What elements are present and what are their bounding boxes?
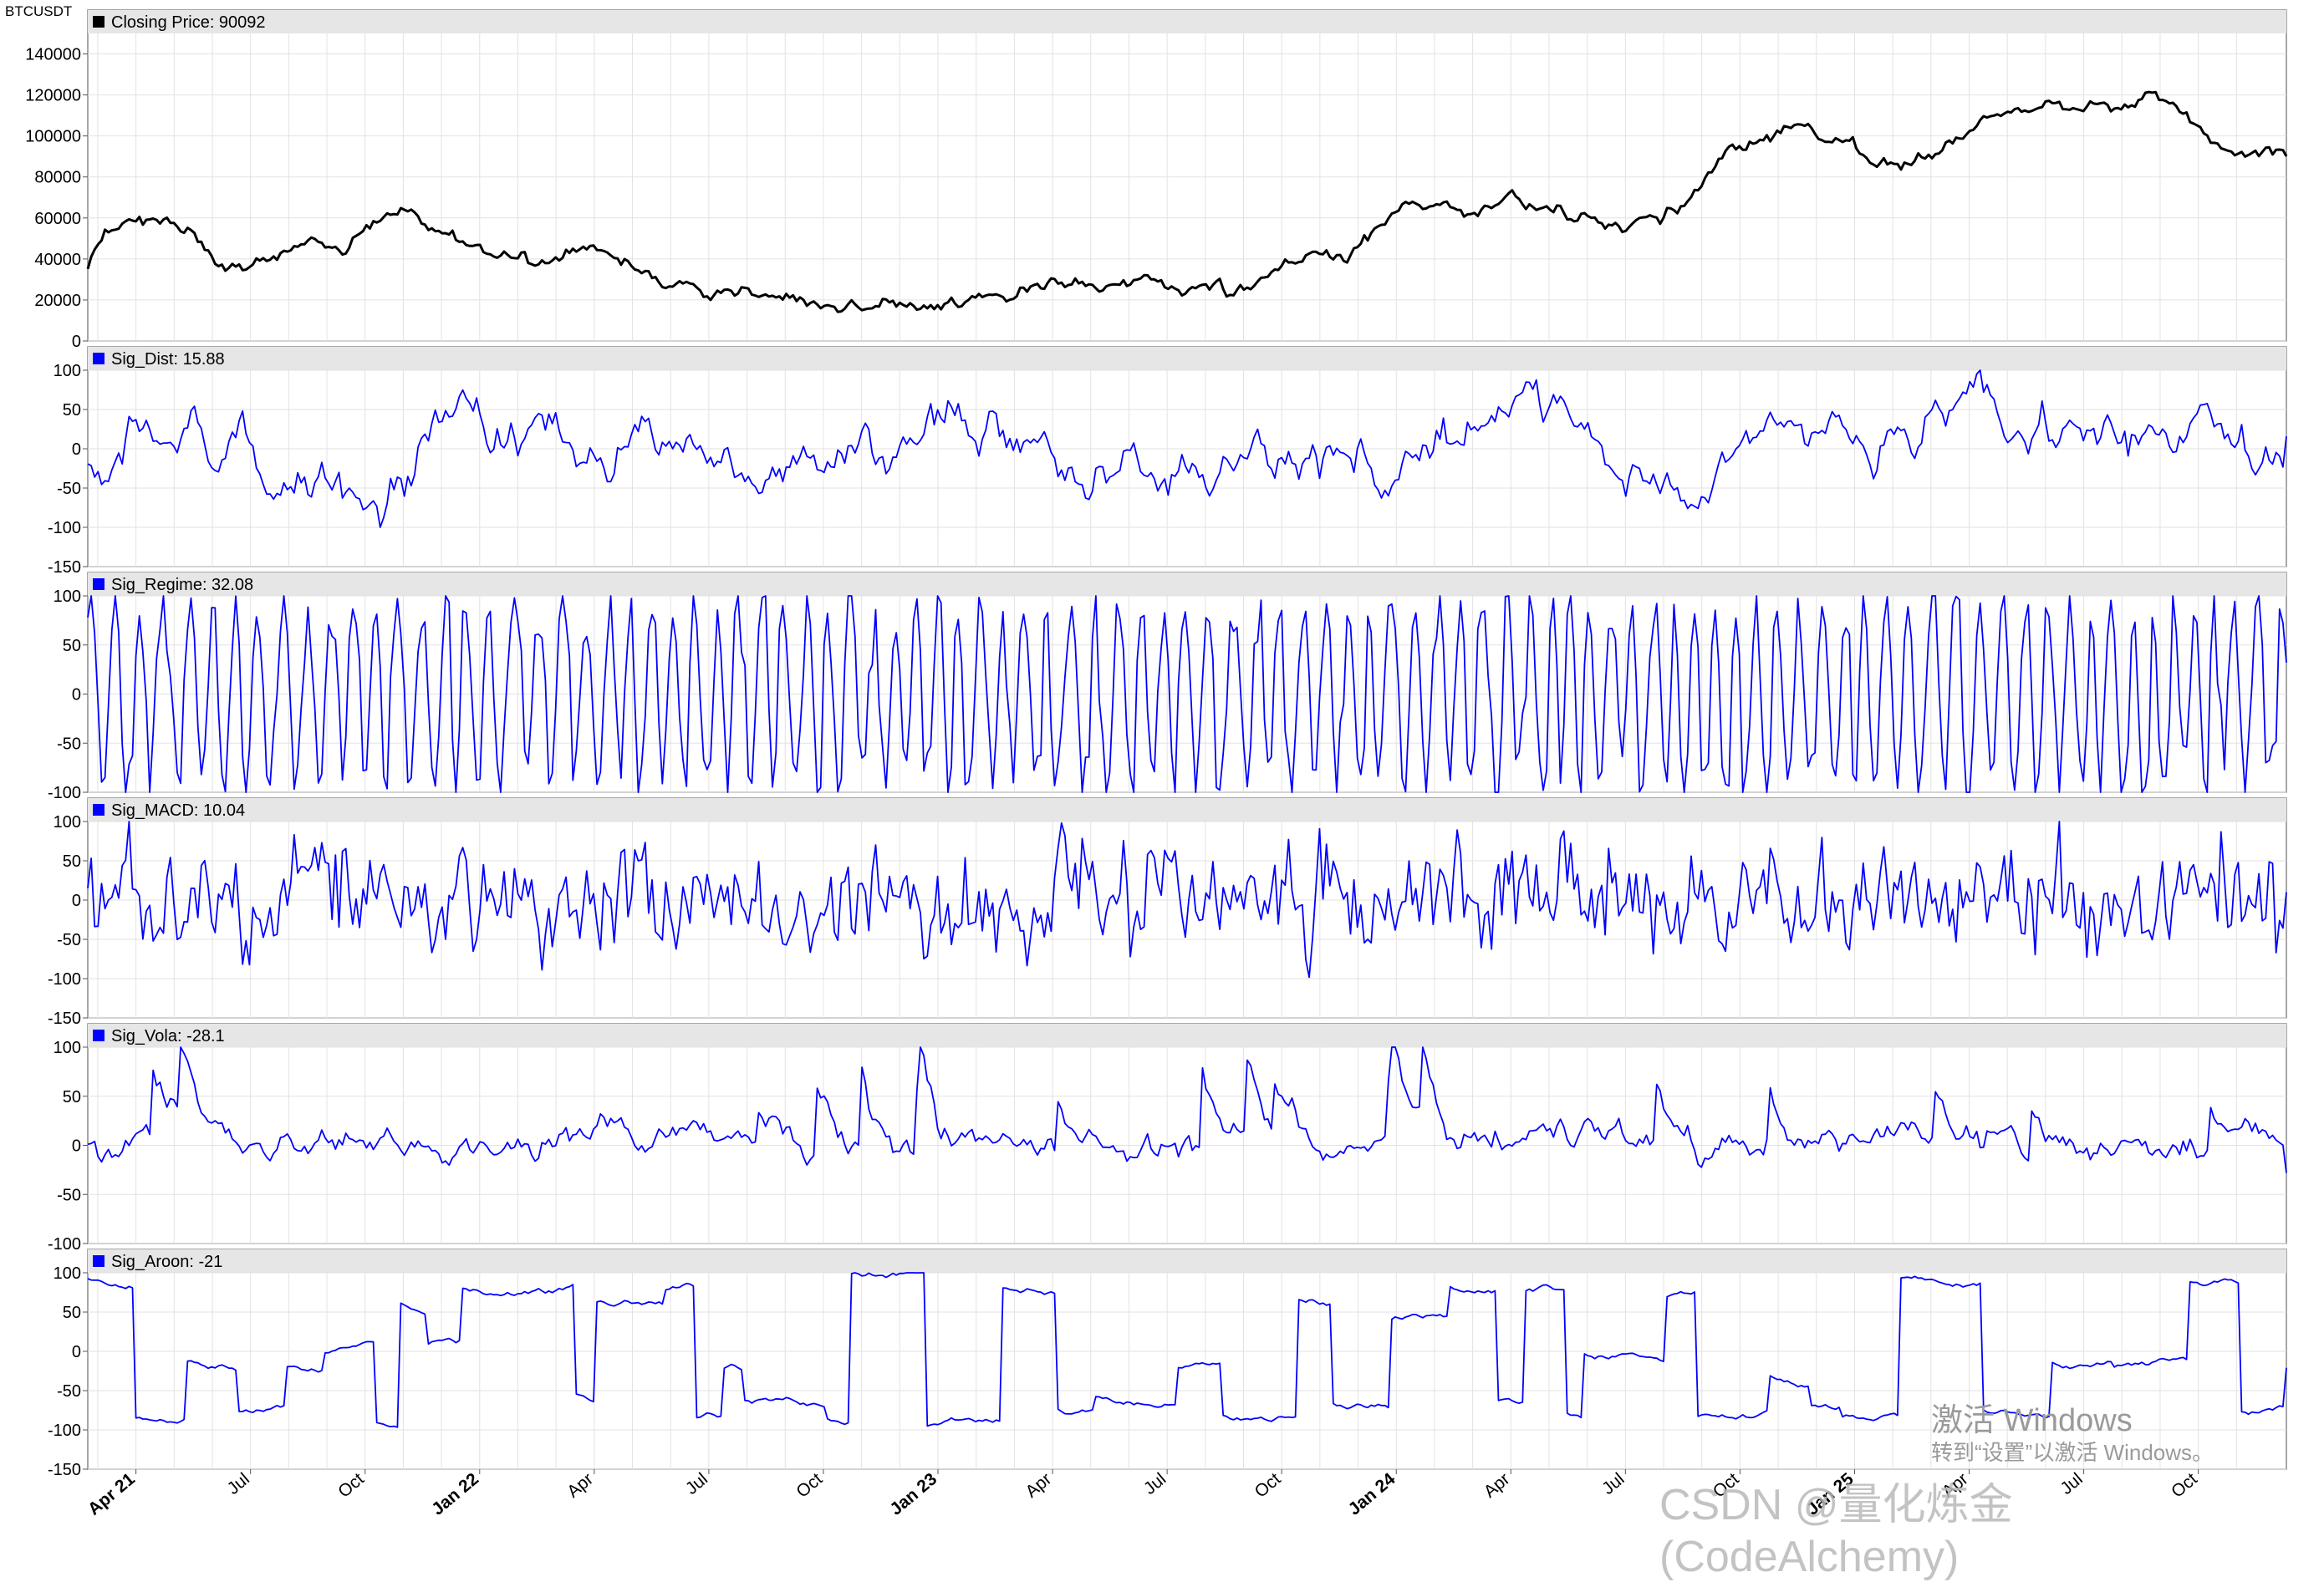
x-tick-label: Jul <box>682 1469 711 1498</box>
panel-title: Sig_Regime: 32.08 <box>111 576 253 594</box>
y-tick-label: -100 <box>48 970 81 989</box>
x-tick-label: Apr <box>1022 1469 1055 1502</box>
panel-header <box>88 1024 2286 1047</box>
y-tick-label: -50 <box>57 1382 81 1401</box>
series-line <box>87 1046 2287 1173</box>
x-tick-label: Jul <box>1598 1469 1628 1498</box>
y-tick-label: 100000 <box>25 128 81 146</box>
y-tick-label: 0 <box>72 686 81 705</box>
y-tick-label: 0 <box>72 892 81 910</box>
y-tick-label: 80000 <box>34 169 81 187</box>
y-tick-label: -50 <box>57 1186 81 1204</box>
x-tick-label: Apr <box>563 1469 597 1502</box>
panel-title: Sig_Dist: 15.88 <box>111 350 225 369</box>
indicator-chart-stack: 0 20000 40000 60000 80000 100000 120000 140000 C… <box>25 9 2288 1519</box>
panel-header <box>88 798 2286 822</box>
x-tick-label: Apr 21 <box>84 1469 139 1519</box>
y-tick-label: 50 <box>63 852 81 871</box>
panel-frame <box>87 1023 2287 1244</box>
x-tick-label: Jan 23 <box>886 1469 940 1519</box>
y-tick-label: 0 <box>72 333 81 351</box>
x-tick-label: Jul <box>224 1469 253 1498</box>
y-tick-label: -100 <box>48 784 81 802</box>
legend-swatch <box>93 1255 104 1267</box>
y-tick-label: 20000 <box>34 292 81 310</box>
x-tick-label: Jan 22 <box>428 1469 482 1519</box>
y-tick-label: 50 <box>63 1304 81 1322</box>
y-tick-label: 100 <box>54 1039 81 1057</box>
x-tick-label: Jan 24 <box>1345 1469 1399 1519</box>
x-tick-label: Oct <box>1251 1469 1285 1502</box>
windows-activation-watermark: 激活 Windows <box>1931 1403 2133 1438</box>
legend-swatch <box>93 1030 104 1041</box>
panel-frame <box>87 797 2287 1019</box>
panel-frame <box>87 346 2287 567</box>
legend-swatch <box>93 16 104 28</box>
series-line <box>87 821 2287 979</box>
panel-header <box>88 10 2286 33</box>
x-tick-label: Jul <box>1140 1469 1170 1498</box>
y-tick-label: -150 <box>48 1010 81 1028</box>
legend-swatch <box>93 578 104 590</box>
y-tick-label: -100 <box>48 1422 81 1440</box>
x-tick-label: Oct <box>793 1469 826 1502</box>
y-tick-label: 100 <box>54 362 81 380</box>
y-tick-label: 50 <box>63 637 81 655</box>
panel-frame <box>87 1249 2287 1470</box>
panel-title: Sig_MACD: 10.04 <box>111 801 245 820</box>
y-tick-label: 50 <box>63 1088 81 1106</box>
y-tick-label: 40000 <box>34 251 81 269</box>
y-tick-label: 140000 <box>25 46 81 64</box>
y-tick-label: 50 <box>63 401 81 420</box>
legend-swatch <box>93 353 104 364</box>
series-line <box>87 1272 2287 1428</box>
y-tick-label: -50 <box>57 735 81 753</box>
y-tick-label: 0 <box>72 1343 81 1361</box>
series-line <box>86 90 2288 313</box>
y-tick-label: 100 <box>54 588 81 606</box>
series-line <box>87 369 2287 528</box>
y-tick-label: 60000 <box>34 210 81 228</box>
panel-title: Closing Price: 90092 <box>111 13 266 32</box>
panel-header <box>88 572 2286 596</box>
x-tick-label: Apr <box>1481 1469 1514 1502</box>
y-tick-label: -100 <box>48 1235 81 1254</box>
panel-header <box>88 1249 2286 1273</box>
y-tick-label: 120000 <box>25 87 81 105</box>
y-tick-label: -50 <box>57 480 81 498</box>
y-tick-label: 100 <box>54 813 81 832</box>
panel-title: Sig_Vola: -28.1 <box>111 1027 225 1045</box>
windows-activation-hint: 转到“设置”以激活 Windows。 <box>1931 1440 2214 1465</box>
chart-canvas: 020000400006000080000100000120000140000C… <box>25 9 2288 1519</box>
legend-swatch <box>93 804 104 816</box>
csdn-watermark: CSDN @量化炼金 (CodeAlchemy) <box>1659 1481 2013 1581</box>
panel-header <box>88 347 2286 370</box>
y-tick-label: -50 <box>57 931 81 949</box>
y-tick-label: 0 <box>72 1137 81 1156</box>
y-tick-label: -100 <box>48 519 81 537</box>
series-line <box>87 595 2287 793</box>
panel-frame <box>87 572 2287 793</box>
y-tick-label: -150 <box>48 558 81 577</box>
x-tick-label: Oct <box>334 1469 368 1502</box>
panel-frame <box>87 9 2287 342</box>
panel-title: Sig_Aroon: -21 <box>111 1253 222 1271</box>
y-tick-label: 100 <box>54 1264 81 1283</box>
y-tick-label: -150 <box>48 1461 81 1479</box>
symbol-label: BTCUSDT <box>5 3 73 19</box>
y-tick-label: 0 <box>72 440 81 459</box>
